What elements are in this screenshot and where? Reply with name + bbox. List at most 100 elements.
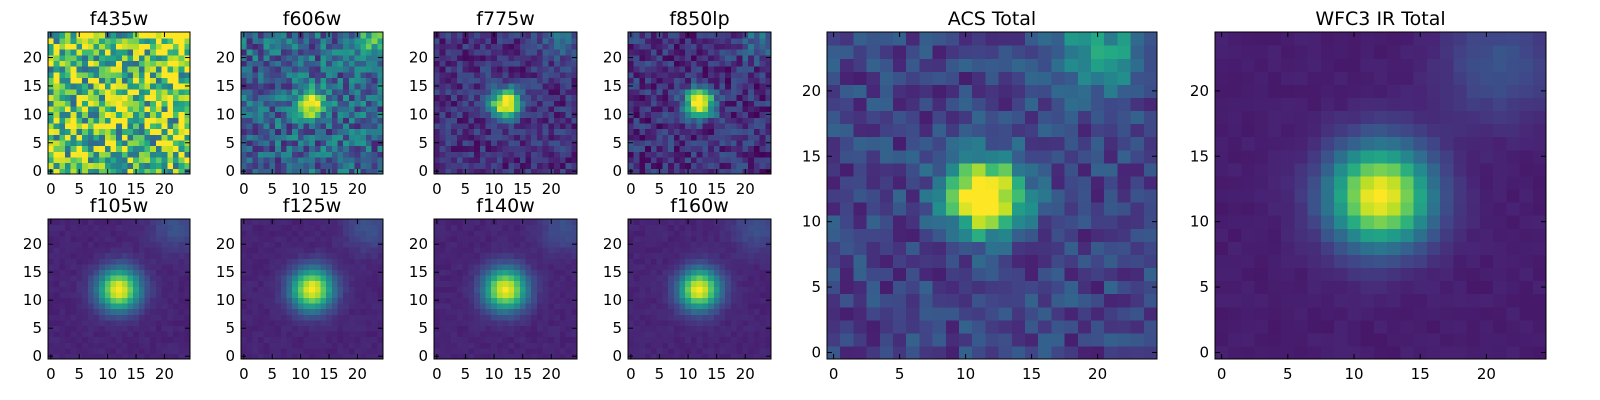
heatmap-cell [554, 94, 561, 101]
heatmap-cell [65, 247, 72, 254]
heatmap-cell [639, 117, 646, 124]
heatmap-cell [502, 347, 509, 354]
heatmap-cell [93, 230, 100, 237]
heatmap-cell [104, 342, 112, 349]
heatmap-cell [133, 54, 140, 61]
heatmap-cell [348, 314, 356, 321]
heatmap-cell [161, 94, 168, 101]
heatmap-cell [360, 54, 367, 61]
heatmap-cell [713, 111, 721, 118]
heatmap-cell [439, 66, 447, 73]
heatmap-cell [536, 347, 544, 354]
heatmap-cell [263, 162, 270, 169]
heatmap-cell [474, 139, 481, 147]
heatmap-cell [150, 314, 157, 321]
heatmap-cell [514, 71, 521, 79]
heatmap-cell [116, 308, 123, 315]
heatmap-cell [377, 336, 384, 343]
heatmap-cell [286, 88, 293, 96]
heatmap-cell [725, 71, 732, 79]
heatmap-cell [559, 32, 567, 39]
heatmap-cell [508, 247, 515, 254]
heatmap-cell [246, 314, 253, 321]
heatmap-cell [451, 168, 458, 175]
heatmap-cell [331, 263, 339, 270]
heatmap-cell [258, 156, 265, 164]
heatmap-cell [371, 49, 378, 56]
heatmap-cell [765, 60, 772, 67]
heatmap-cell [348, 100, 356, 107]
heatmap-cell [445, 319, 452, 326]
heatmap-cell [542, 247, 549, 254]
heatmap-cell [286, 224, 293, 231]
heatmap-cell [365, 252, 373, 259]
heatmap-cell [725, 286, 732, 293]
heatmap-cell [65, 263, 72, 270]
heatmap-cell [554, 88, 561, 96]
heatmap-cell [360, 60, 367, 67]
heatmap-cell [297, 269, 305, 276]
heatmap-cell [468, 325, 475, 332]
y-tick-label: 20 [23, 235, 42, 253]
heatmap-cell [110, 151, 117, 158]
axes-frame [433, 218, 578, 360]
heatmap-cell [434, 258, 441, 265]
heatmap-cell [554, 49, 561, 56]
heatmap-cell [155, 122, 163, 130]
heatmap-cell [70, 269, 77, 276]
heatmap-cell [150, 43, 157, 50]
heatmap-cell [59, 117, 66, 124]
heatmap-cell [491, 71, 498, 79]
heatmap-cell [82, 319, 89, 326]
heatmap-cell [365, 280, 373, 287]
heatmap-cell [702, 151, 709, 158]
heatmap-cell [263, 230, 270, 237]
heatmap-cell [280, 235, 288, 242]
heatmap-cell [702, 94, 709, 101]
heatmap-cell [178, 347, 185, 354]
heatmap-cell [690, 280, 698, 287]
heatmap-cell [59, 269, 66, 276]
heatmap-cell [263, 151, 270, 158]
heatmap-cell [275, 297, 282, 304]
heatmap-cell [536, 66, 544, 73]
heatmap-cell [178, 308, 185, 315]
heatmap-cell [742, 117, 749, 124]
heatmap-cell [59, 83, 66, 90]
heatmap-cell [252, 105, 259, 113]
heatmap-cell [331, 32, 339, 39]
heatmap-cell [536, 252, 544, 259]
heatmap-cell [377, 331, 384, 338]
heatmap-cell [263, 32, 270, 39]
heatmap-cell [548, 303, 555, 310]
heatmap-cell [690, 331, 698, 338]
heatmap-cell [292, 263, 299, 270]
heatmap-cell [462, 263, 469, 270]
heatmap-cell [519, 94, 527, 101]
heatmap-cell [679, 325, 686, 332]
heatmap-cell [297, 117, 305, 124]
heatmap-cell [639, 319, 646, 326]
heatmap-cell [354, 83, 361, 90]
heatmap-cell [172, 303, 180, 310]
heatmap-cell [292, 94, 299, 101]
heatmap-cell [331, 128, 339, 135]
heatmap-cell [167, 241, 174, 248]
heatmap-cell [456, 134, 464, 141]
heatmap-cell [679, 43, 686, 50]
heatmap-cell [59, 230, 66, 237]
heatmap-cell [451, 100, 458, 107]
heatmap-cell [326, 139, 333, 147]
heatmap-cell [178, 71, 185, 79]
heatmap-cell [725, 49, 732, 56]
heatmap-cell [59, 297, 66, 304]
heatmap-cell [474, 128, 481, 135]
heatmap-cell [759, 275, 766, 282]
heatmap-cell [548, 139, 555, 147]
heatmap-cell [127, 325, 134, 332]
heatmap-cell [286, 230, 293, 237]
heatmap-cell [65, 252, 72, 259]
heatmap-cell [144, 145, 151, 152]
heatmap-cell [434, 122, 441, 130]
